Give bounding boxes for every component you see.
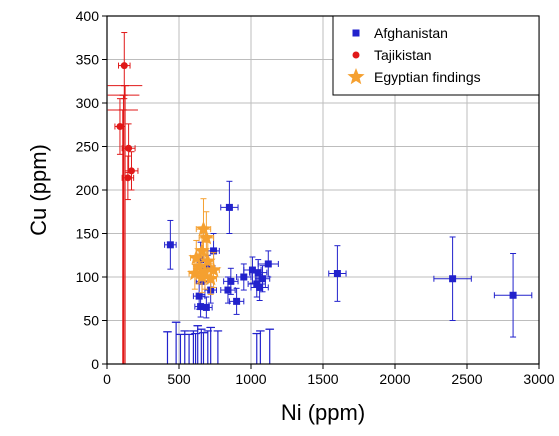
grid-lines <box>107 16 539 364</box>
point-tajikistan <box>120 62 128 70</box>
point-egyptian-findings <box>205 261 222 277</box>
legend-box <box>332 15 540 96</box>
point-afghanistan <box>240 273 248 281</box>
x-tick-label: 3000 <box>523 371 554 387</box>
x-tick-label: 500 <box>167 371 191 387</box>
point-afghanistan <box>195 292 203 300</box>
series-tajikistan <box>107 32 143 364</box>
y-axis-ticks: 0 50 100 150 200 250 300 350 400 <box>76 8 107 372</box>
y-tick-label: 50 <box>83 313 99 329</box>
point-egyptian-findings <box>198 229 215 245</box>
point-tajikistan <box>125 144 133 152</box>
x-axis-label: Ni (ppm) <box>281 400 365 425</box>
x-tick-label: 2500 <box>451 371 482 387</box>
point-egyptian-findings <box>191 258 208 274</box>
point-egyptian-findings <box>195 220 212 236</box>
y-tick-label: 100 <box>76 269 100 285</box>
point-tajikistan <box>127 167 135 175</box>
x-axis-ticks: 0 500 1000 1500 2000 2500 3000 <box>103 364 555 387</box>
point-afghanistan <box>333 270 341 278</box>
point-afghanistan <box>259 275 267 283</box>
y-tick-label: 200 <box>76 182 100 198</box>
series-layer <box>107 32 533 364</box>
point-egyptian-findings <box>202 270 219 286</box>
y-axis-label: Cu (ppm) <box>26 144 51 236</box>
legend-marker-tajikistan <box>352 51 360 59</box>
series-egyptian-findings <box>186 198 222 295</box>
point-afghanistan <box>210 247 218 255</box>
legend-items: Afghanistan Tajikistan Egyptian findings <box>347 25 481 85</box>
point-afghanistan <box>254 269 262 277</box>
x-tick-label: 0 <box>103 371 111 387</box>
point-egyptian-findings <box>194 268 210 284</box>
point-afghanistan <box>509 291 517 299</box>
point-afghanistan <box>233 297 241 305</box>
point-afghanistan <box>224 286 232 294</box>
x-tick-label: 2000 <box>379 371 410 387</box>
y-tick-label: 150 <box>76 226 100 242</box>
y-tick-label: 400 <box>76 8 100 24</box>
point-afghanistan <box>227 277 235 285</box>
point-tajikistan <box>116 122 124 130</box>
legend-marker-afghanistan <box>352 29 360 37</box>
y-tick-label: 300 <box>76 95 100 111</box>
series-afghanistan <box>163 180 533 364</box>
legend-marker-egyptian-findings <box>347 68 365 85</box>
point-egyptian-findings <box>194 242 210 258</box>
legend-label: Afghanistan <box>374 25 448 41</box>
point-afghanistan <box>166 241 174 249</box>
legend-label: Egyptian findings <box>374 69 481 85</box>
point-afghanistan <box>256 283 264 291</box>
point-egyptian-findings <box>197 263 213 279</box>
legend-label: Tajikistan <box>374 47 432 63</box>
point-egyptian-findings <box>199 253 216 269</box>
y-tick-label: 0 <box>91 356 99 372</box>
point-tajikistan <box>124 174 132 182</box>
legend: Afghanistan Tajikistan Egyptian findings <box>332 15 540 96</box>
point-afghanistan <box>197 303 205 311</box>
y-tick-label: 350 <box>76 52 100 68</box>
point-afghanistan <box>248 266 256 274</box>
x-tick-label: 1000 <box>235 371 266 387</box>
x-tick-label: 1500 <box>307 371 338 387</box>
point-afghanistan <box>225 203 233 211</box>
point-afghanistan <box>202 303 210 311</box>
point-afghanistan <box>449 275 457 283</box>
y-tick-label: 250 <box>76 139 100 155</box>
point-afghanistan <box>264 260 272 268</box>
point-egyptian-findings <box>188 249 205 265</box>
point-egyptian-findings <box>186 265 203 281</box>
